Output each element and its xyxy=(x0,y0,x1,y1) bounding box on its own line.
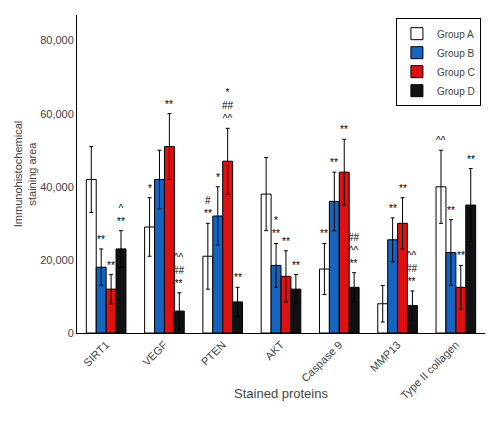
svg-text:Group B: Group B xyxy=(437,48,475,59)
svg-text:**: ** xyxy=(320,228,328,239)
svg-text:40,000: 40,000 xyxy=(40,181,74,193)
svg-text:**: ** xyxy=(107,260,115,271)
svg-text:0: 0 xyxy=(68,327,74,339)
svg-text:#**: #** xyxy=(204,195,212,219)
svg-text:*: * xyxy=(148,183,152,194)
svg-text:60,000: 60,000 xyxy=(40,108,74,120)
svg-text:**: ** xyxy=(97,234,105,245)
svg-text:**: ** xyxy=(399,183,407,194)
svg-text:Group C: Group C xyxy=(437,67,475,78)
svg-text:**: ** xyxy=(447,205,455,216)
svg-text:AKT: AKT xyxy=(263,338,287,362)
svg-text:^^##**: ^^##** xyxy=(173,252,185,289)
svg-text:Immunohistochemicalstaining ar: Immunohistochemicalstaining area xyxy=(12,121,38,227)
svg-text:**: ** xyxy=(330,157,338,168)
svg-text:**: ** xyxy=(340,124,348,135)
svg-text:SIRT1: SIRT1 xyxy=(81,339,111,369)
svg-text:^^##**: ^^##** xyxy=(406,250,418,287)
svg-text:***: *** xyxy=(272,215,280,239)
svg-text:*: * xyxy=(216,172,220,183)
svg-text:Stained proteins: Stained proteins xyxy=(234,386,328,401)
svg-text:Type II collagen: Type II collagen xyxy=(398,339,461,402)
svg-text:Group D: Group D xyxy=(437,86,475,97)
svg-text:20,000: 20,000 xyxy=(40,254,74,266)
svg-text:**: ** xyxy=(292,260,300,271)
svg-text:**: ** xyxy=(234,272,242,283)
svg-text:^^: ^^ xyxy=(436,135,446,146)
svg-text:VEGF: VEGF xyxy=(140,338,170,368)
svg-text:**: ** xyxy=(282,236,290,247)
svg-text:**: ** xyxy=(389,203,397,214)
svg-text:MMP13: MMP13 xyxy=(368,339,403,374)
svg-text:**: ** xyxy=(467,154,475,165)
svg-text:##^^**: ##^^** xyxy=(348,232,360,269)
svg-text:80,000: 80,000 xyxy=(40,34,74,46)
svg-text:Group A: Group A xyxy=(437,29,474,40)
svg-text:^**: ^** xyxy=(117,203,125,227)
svg-text:*##^^: *##^^ xyxy=(222,87,234,124)
svg-text:Caspase 9: Caspase 9 xyxy=(299,339,345,385)
svg-text:PTEN: PTEN xyxy=(199,338,228,367)
svg-text:**: ** xyxy=(165,99,173,110)
svg-text:**: ** xyxy=(457,250,465,261)
